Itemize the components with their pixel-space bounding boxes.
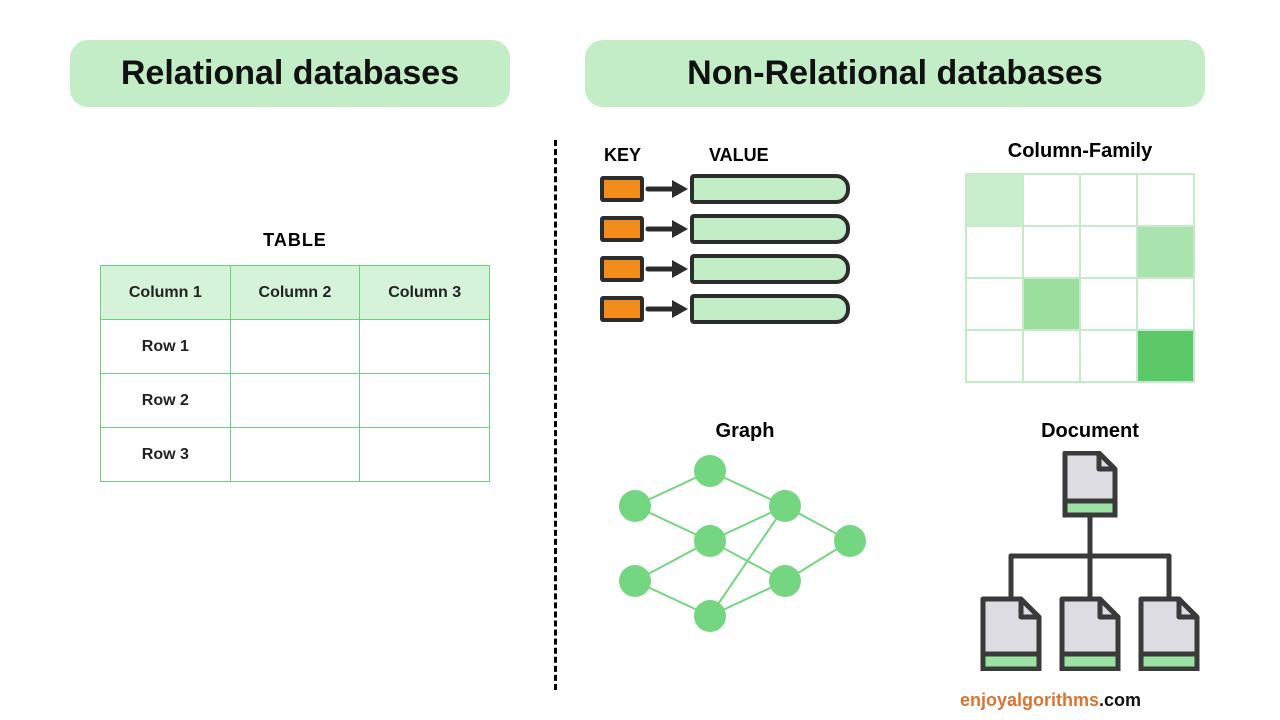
cf-cell: [1137, 226, 1194, 278]
column-family-label: Column-Family: [965, 140, 1195, 163]
kv-value-icon: [690, 294, 850, 324]
cf-cell: [1080, 278, 1137, 330]
graph-node: [834, 525, 866, 557]
graph-node: [694, 600, 726, 632]
graph-node: [769, 490, 801, 522]
table-column-header: Column 3: [360, 266, 490, 320]
credit-tld: .com: [1099, 690, 1141, 710]
kv-value-icon: [690, 214, 850, 244]
document-label: Document: [965, 420, 1215, 443]
relational-title: Relational databases: [70, 40, 510, 107]
cf-cell: [966, 330, 1023, 382]
kv-key-icon: [600, 296, 644, 322]
cf-cell: [966, 278, 1023, 330]
graph-node: [619, 490, 651, 522]
kv-value-icon: [690, 174, 850, 204]
kv-key-icon: [600, 176, 644, 202]
cf-cell: [1080, 174, 1137, 226]
relational-table: Column 1Column 2Column 3 Row 1Row 2Row 3: [100, 265, 490, 482]
cf-cell: [1137, 174, 1194, 226]
table-cell: [360, 320, 490, 374]
graph-node: [694, 455, 726, 487]
table-cell: [230, 320, 360, 374]
kv-row: [600, 214, 890, 244]
table-cell: Row 1: [101, 320, 231, 374]
table-label: TABLE: [100, 230, 490, 251]
graph-node: [619, 565, 651, 597]
arrow-icon: [644, 294, 690, 324]
table-column-header: Column 1: [101, 266, 231, 320]
kv-key-icon: [600, 216, 644, 242]
cf-cell: [1023, 174, 1080, 226]
kv-value-icon: [690, 254, 850, 284]
cf-cell: [1023, 226, 1080, 278]
graph-svg: [595, 451, 885, 641]
table-cell: [360, 428, 490, 482]
arrow-icon: [644, 254, 690, 284]
kv-row: [600, 254, 890, 284]
table-row: Row 2: [101, 374, 490, 428]
cf-cell: [1023, 330, 1080, 382]
document-svg: [965, 451, 1215, 671]
table-row: Row 1: [101, 320, 490, 374]
graph-label: Graph: [595, 420, 895, 443]
table-cell: [230, 374, 360, 428]
column-family-grid: [965, 173, 1195, 383]
nonrelational-title: Non-Relational databases: [585, 40, 1205, 107]
kv-key-icon: [600, 256, 644, 282]
document-icon: [1065, 453, 1115, 515]
cf-cell: [1137, 278, 1194, 330]
kv-row: [600, 174, 890, 204]
column-family-section: Column-Family: [965, 140, 1195, 383]
table-cell: Row 3: [101, 428, 231, 482]
table-row: Row 3: [101, 428, 490, 482]
relational-table-section: TABLE Column 1Column 2Column 3 Row 1Row …: [100, 230, 490, 482]
cf-cell: [1080, 226, 1137, 278]
credit-brand: enjoyalgorithms: [960, 690, 1099, 710]
table-cell: Row 2: [101, 374, 231, 428]
arrow-icon: [644, 214, 690, 244]
cf-cell: [1080, 330, 1137, 382]
table-column-header: Column 2: [230, 266, 360, 320]
document-section: Document: [965, 420, 1215, 676]
kv-value-label: VALUE: [709, 145, 769, 166]
table-cell: [360, 374, 490, 428]
document-icon: [1141, 599, 1197, 669]
graph-node: [769, 565, 801, 597]
arrow-icon: [644, 174, 690, 204]
table-cell: [230, 428, 360, 482]
key-value-section: KEY VALUE: [600, 145, 890, 334]
kv-row: [600, 294, 890, 324]
credit-line: enjoyalgorithms.com: [960, 690, 1141, 711]
cf-cell: [1023, 278, 1080, 330]
graph-node: [694, 525, 726, 557]
document-icon: [1062, 599, 1118, 669]
graph-section: Graph: [595, 420, 895, 646]
cf-cell: [966, 226, 1023, 278]
kv-key-label: KEY: [604, 145, 641, 166]
cf-cell: [966, 174, 1023, 226]
vertical-divider: [554, 140, 557, 690]
cf-cell: [1137, 330, 1194, 382]
document-icon: [983, 599, 1039, 669]
